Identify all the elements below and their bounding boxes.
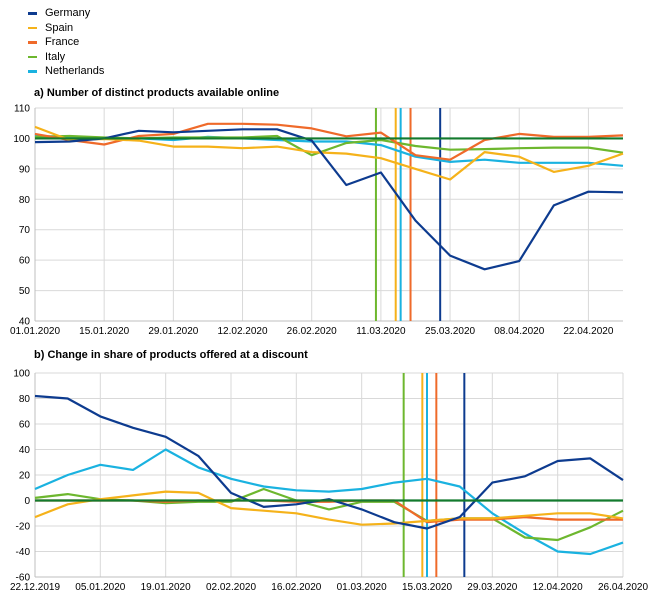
chart-a-series-spain (34, 125, 624, 181)
chart-b-y-tick-label: -40 (16, 547, 31, 558)
chart-b-x-tick-label: 12.04.2020 (533, 582, 583, 593)
chart-a-x-tick-label: 12.02.2020 (217, 326, 267, 337)
chart-b-x-tick-label: 22.12.2019 (10, 582, 60, 593)
chart-b-x-tick-label: 15.03.2020 (402, 582, 452, 593)
legend: Germany Spain France Italy Netherlands (28, 6, 104, 79)
legend-label-netherlands: Netherlands (45, 65, 105, 78)
chart-a-y-tick-label: 70 (19, 225, 31, 236)
chart-a-x-tick-label: 22.04.2020 (563, 326, 613, 337)
chart-b-series-germany (34, 394, 624, 530)
chart-b-series-netherlands (34, 448, 624, 556)
legend-swatch-netherlands (28, 70, 37, 73)
chart-a-y-tick-label: 40 (19, 317, 31, 328)
chart-a-x-tick-label: 26.02.2020 (287, 326, 337, 337)
legend-item-netherlands: Netherlands (28, 64, 104, 79)
chart-b-y-tick-label: 80 (19, 394, 31, 405)
chart-a-series-germany (34, 128, 624, 271)
chart-b-x-tick-label: 01.03.2020 (337, 582, 387, 593)
chart-b-y-tick-label: 60 (19, 420, 31, 431)
legend-swatch-germany (28, 12, 37, 15)
chart-b-y-tick-label: -60 (16, 573, 31, 584)
chart-a-y-tick-label: 100 (13, 134, 30, 145)
chart-a-x-tick-label: 29.01.2020 (148, 326, 198, 337)
legend-item-italy: Italy (28, 50, 104, 65)
legend-label-france: France (45, 36, 80, 49)
chart-b-x-tick-label: 19.01.2020 (141, 582, 191, 593)
chart-a-y-tick-label: 50 (19, 286, 31, 297)
legend-label-italy: Italy (45, 50, 66, 63)
panel-b-title: b) Change in share of products offered a… (34, 349, 308, 361)
chart-a-y-tick-label: 90 (19, 164, 31, 175)
panel-a-title: a) Number of distinct products available… (34, 87, 280, 99)
legend-swatch-france (28, 41, 37, 44)
chart-a-x-tick-label: 11.03.2020 (356, 326, 406, 337)
legend-item-france: France (28, 35, 104, 50)
chart-b-y-tick-label: -20 (16, 522, 31, 533)
chart-b-series-spain (34, 490, 624, 526)
legend-label-germany: Germany (45, 7, 91, 20)
legend-label-spain: Spain (45, 21, 74, 34)
legend-item-spain: Spain (28, 21, 104, 36)
chart-b-y-tick-label: 40 (19, 445, 31, 456)
chart-b-x-tick-label: 26.04.2020 (598, 582, 648, 593)
chart-b-x-tick-label: 05.01.2020 (75, 582, 125, 593)
chart-a-y-tick-label: 80 (19, 195, 31, 206)
chart-a-y-tick-label: 110 (14, 104, 30, 115)
chart-b-x-tick-label: 02.02.2020 (206, 582, 256, 593)
chart-b-y-tick-label: 100 (13, 369, 30, 380)
legend-item-germany: Germany (28, 6, 104, 21)
chart-b-y-tick-label: 20 (19, 471, 31, 482)
chart-a-x-tick-label: 01.01.2020 (10, 326, 60, 337)
chart-b-x-tick-label: 16.02.2020 (271, 582, 321, 593)
chart-a-x-tick-label: 25.03.2020 (425, 326, 475, 337)
chart-b-x-tick-label: 29.03.2020 (467, 582, 517, 593)
chart-b-y-tick-label: 0 (24, 496, 30, 507)
chart-a-x-tick-label: 15.01.2020 (79, 326, 129, 337)
chart-a-x-tick-label: 08.04.2020 (494, 326, 544, 337)
chart-a-y-tick-label: 60 (19, 256, 31, 267)
legend-swatch-spain (28, 26, 37, 29)
legend-swatch-italy (28, 55, 37, 58)
